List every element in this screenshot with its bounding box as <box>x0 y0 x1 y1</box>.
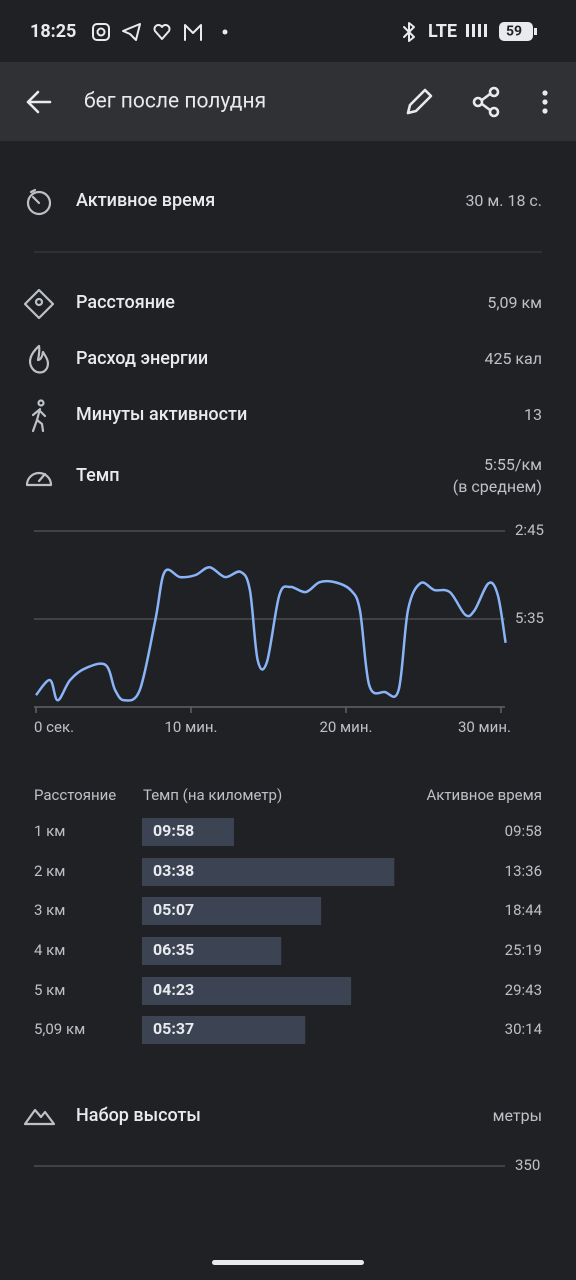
y-tick-label: 2:45 <box>515 521 544 539</box>
share-button[interactable] <box>472 86 500 118</box>
metric-label: Минуты активности <box>76 404 247 425</box>
elevation-icon <box>23 1108 56 1126</box>
split-distance: 5,09 км <box>34 1020 85 1038</box>
split-time: 18:44 <box>505 901 543 919</box>
pace-chart: 2:45 5:35 0 сек. 10 мин. 20 мин. 30 мин. <box>34 521 544 736</box>
metric-label: Расстояние <box>76 292 175 313</box>
elevation-label: Набор высоты <box>76 1105 201 1126</box>
back-button[interactable] <box>26 90 52 114</box>
battery-level: 59 <box>506 24 522 40</box>
y-tick-label: 5:35 <box>515 609 544 627</box>
split-pace-label: 05:07 <box>153 900 194 919</box>
pace-icon <box>25 471 53 487</box>
energy-icon <box>28 344 50 374</box>
split-pace-bar <box>142 897 322 925</box>
splits-header: Расстояние <box>34 786 116 804</box>
metric-label: Темп <box>76 465 120 486</box>
metric-value: 5:55/км <box>484 455 542 474</box>
metric-label: Активное время <box>76 190 215 211</box>
elevation-tick-label: 350 <box>515 1156 540 1174</box>
more-button[interactable] <box>542 90 548 114</box>
pace-line <box>35 565 507 702</box>
metric-value: 13 <box>524 405 542 424</box>
split-pace-label: 06:35 <box>153 940 194 959</box>
home-indicator[interactable] <box>212 1260 364 1265</box>
split-pace-bar <box>142 1016 306 1044</box>
metric-value: 5,09 км <box>487 293 542 312</box>
elevation-unit: метры <box>493 1106 542 1125</box>
walk-icon <box>31 399 47 433</box>
split-pace-label: 09:58 <box>153 821 194 840</box>
split-time: 25:19 <box>505 941 542 959</box>
status-time: 18:25 <box>30 21 76 42</box>
x-tick-label: 0 сек. <box>34 718 74 736</box>
battery-tip <box>534 28 537 35</box>
status-icons <box>92 22 415 42</box>
split-distance: 2 км <box>34 862 65 880</box>
app-bar <box>0 62 576 141</box>
x-tick-label: 10 мин. <box>164 718 217 736</box>
splits-header: Темп (на километр) <box>143 786 282 804</box>
split-time: 29:43 <box>505 981 542 999</box>
split-pace-bar <box>142 937 282 965</box>
split-pace-label: 03:38 <box>153 861 194 880</box>
x-tick-label: 20 мин. <box>319 718 372 736</box>
split-pace-bar <box>142 858 395 886</box>
status-network: LTE <box>428 21 457 42</box>
split-time: 09:58 <box>505 822 542 840</box>
split-pace-label: 05:37 <box>153 1019 194 1038</box>
split-pace-bar <box>142 977 352 1005</box>
app-title: бег после полудня <box>84 90 266 114</box>
x-tick-label: 30 мин. <box>458 718 511 736</box>
edit-button[interactable] <box>406 88 433 115</box>
metric-label: Расход энергии <box>76 348 208 369</box>
split-time: 30:14 <box>505 1020 543 1038</box>
split-pace-label: 04:23 <box>153 980 194 999</box>
metric-note: (в среднем) <box>453 477 542 496</box>
distance-icon <box>23 288 55 320</box>
metric-value: 425 кал <box>484 349 542 368</box>
splits-header: Активное время <box>426 786 542 804</box>
split-distance: 5 км <box>34 981 65 999</box>
timer-icon <box>26 188 52 216</box>
split-pace-bar <box>142 818 234 846</box>
split-distance: 3 км <box>34 901 65 919</box>
battery-icon <box>499 22 533 41</box>
split-distance: 1 км <box>34 822 65 840</box>
split-distance: 4 км <box>34 941 65 959</box>
metric-value: 30 м. 18 с. <box>465 191 542 210</box>
split-time: 13:36 <box>505 862 542 880</box>
splits-table: 1 км 09:58 09:58 2 км 03:38 13:36 3 км 05:07 18:… <box>34 818 543 1044</box>
signal-icon <box>466 24 487 37</box>
